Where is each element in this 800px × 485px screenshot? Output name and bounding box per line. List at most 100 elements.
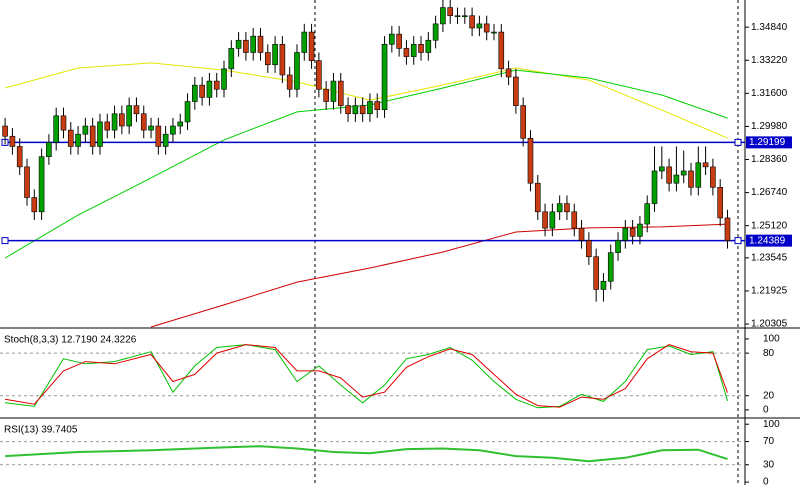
candle-body — [462, 15, 468, 18]
candle-body — [243, 39, 249, 53]
candle-body — [104, 121, 111, 131]
candle-body — [724, 217, 731, 241]
candle-body — [82, 125, 89, 135]
candle-body — [542, 211, 548, 229]
candle-body — [228, 48, 235, 70]
y-tick-label: 1.20305 — [751, 319, 788, 330]
y-tick-label: 1.23545 — [751, 253, 788, 264]
y-tick-label: 20 — [763, 390, 775, 401]
candle-body — [257, 35, 264, 53]
candle-body — [294, 52, 300, 90]
line-handle — [734, 138, 742, 146]
candle-body — [97, 121, 103, 147]
candle-body — [162, 133, 169, 147]
candle-body — [279, 44, 286, 76]
candle-body — [374, 101, 381, 110]
candle-body — [155, 125, 162, 147]
candle-body — [126, 105, 132, 127]
candle-body — [666, 166, 672, 184]
candle-body — [534, 182, 541, 213]
candle-body — [53, 115, 59, 143]
candle-body — [250, 35, 256, 53]
candle-body — [659, 166, 665, 172]
candle-body — [476, 23, 483, 29]
candle-body — [111, 113, 118, 131]
candle-body — [192, 84, 198, 102]
candle-body — [673, 174, 680, 184]
candle-body — [2, 125, 8, 137]
candle-body — [38, 156, 45, 213]
candle-body — [213, 80, 220, 90]
candle-body — [148, 125, 154, 131]
candle-body — [688, 170, 694, 188]
candle-body — [527, 137, 534, 184]
candle-body — [629, 227, 636, 237]
candle-body — [418, 44, 424, 53]
candle-body — [702, 162, 709, 168]
candle-body — [177, 121, 184, 127]
candle-body — [425, 39, 432, 53]
candle-body — [695, 162, 702, 188]
candle-body — [75, 133, 81, 147]
y-tick-label: 1.33220 — [751, 55, 788, 66]
candle-body — [264, 52, 271, 66]
candle-body — [170, 125, 176, 135]
candle-body — [24, 166, 30, 198]
candle-body — [119, 113, 125, 127]
indicator-title: RSI(13) 39.7405 — [4, 425, 78, 436]
candle-body — [60, 115, 67, 131]
candle-body — [432, 23, 439, 41]
indicator-title: Stoch(8,3,3) 12.7190 24.3226 — [4, 335, 137, 346]
candle-body — [717, 186, 723, 219]
candle-body — [381, 44, 388, 110]
candle-body — [16, 146, 23, 168]
candle-body — [359, 105, 366, 115]
y-tick-label: 0 — [763, 405, 769, 416]
candle-body — [272, 44, 278, 66]
candle-body — [133, 105, 140, 115]
candle-body — [454, 15, 461, 18]
candle-body — [549, 211, 556, 229]
y-tick-label: 1.34840 — [751, 22, 788, 33]
y-tick-label: 1.28360 — [751, 154, 788, 165]
indicator-line — [5, 344, 728, 408]
candle-body — [556, 203, 563, 213]
y-tick-label: 80 — [763, 348, 775, 359]
candle-body — [615, 240, 621, 253]
candle-body — [644, 203, 651, 225]
y-tick-label: 1.29980 — [751, 121, 788, 132]
candle-body — [140, 113, 147, 131]
y-tick-label: 100 — [763, 334, 780, 345]
candle-body — [483, 23, 490, 33]
candle-body — [571, 211, 578, 229]
candle-body — [89, 125, 96, 147]
candle-body — [235, 39, 242, 49]
candle-body — [396, 33, 402, 49]
candle-body — [46, 142, 52, 157]
y-tick-label: 1.21925 — [751, 286, 788, 297]
candle-body — [637, 223, 643, 237]
candle-body — [498, 31, 505, 70]
candle-body — [710, 166, 716, 188]
line-handle — [734, 237, 742, 245]
price-label-bg — [746, 234, 792, 247]
line-handle — [1, 237, 9, 245]
candle-body — [286, 74, 293, 90]
candle-body — [389, 33, 395, 45]
candle-body — [316, 60, 322, 90]
y-tick-label: 1.26740 — [751, 187, 788, 198]
candle-body — [505, 68, 512, 78]
y-tick-label: 70 — [763, 436, 775, 447]
candle-body — [330, 80, 337, 102]
candle-body — [622, 227, 629, 241]
candle-body — [440, 7, 446, 25]
candle-body — [67, 129, 74, 147]
candle-body — [308, 31, 315, 61]
candle-body — [586, 240, 592, 258]
candle-body — [31, 197, 38, 213]
price-label: 1.24389 — [749, 235, 786, 246]
candle-body — [221, 68, 227, 90]
candle-body — [469, 15, 475, 29]
